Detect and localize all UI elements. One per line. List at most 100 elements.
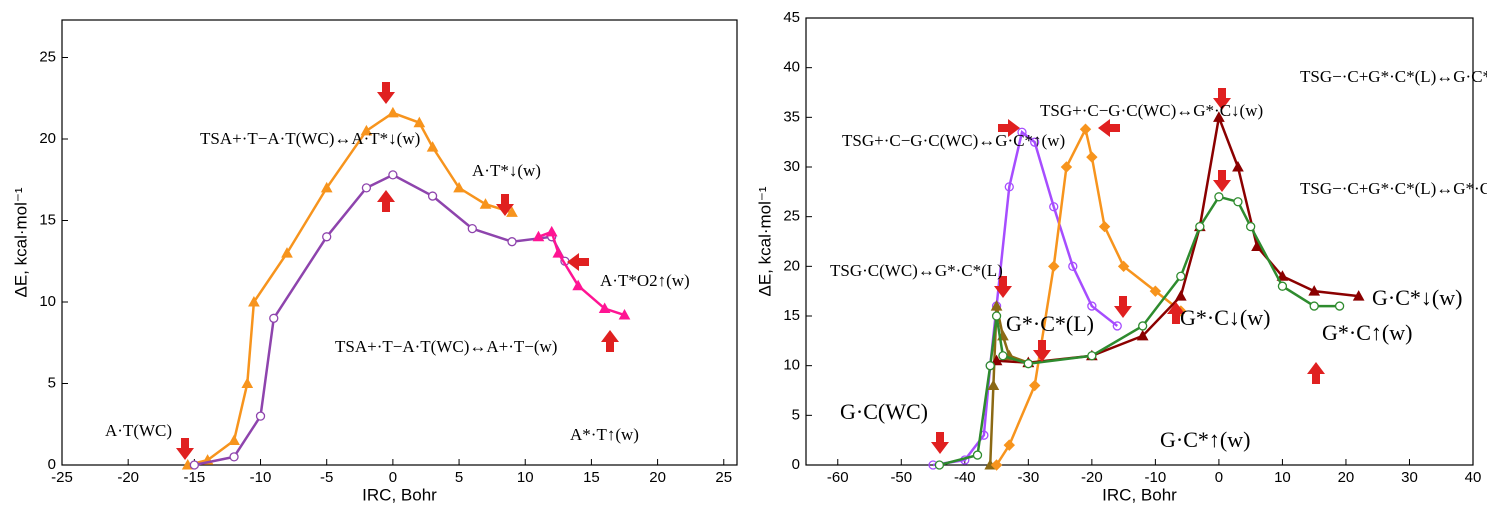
annotation: TSG·C(WC)↔G*·C*(L) bbox=[830, 261, 1003, 280]
x-tick-label: -20 bbox=[1081, 469, 1103, 486]
y-tick-label: 30 bbox=[783, 158, 800, 175]
x-tick-label: 0 bbox=[1215, 469, 1223, 486]
data-point bbox=[388, 108, 398, 117]
x-tick-label: 5 bbox=[455, 469, 463, 486]
x-tick-label: 10 bbox=[1274, 469, 1291, 486]
data-point bbox=[468, 225, 476, 233]
x-tick-label: 40 bbox=[1465, 469, 1482, 486]
annotation: A·T*O2↑(w) bbox=[600, 271, 690, 290]
data-point bbox=[429, 192, 437, 200]
data-point bbox=[230, 453, 238, 461]
annotation: TSG−·C+G*·C*(L)↔G·C*↓(w) bbox=[1300, 67, 1487, 86]
x-tick-label: 0 bbox=[389, 469, 397, 486]
annotation: TSG−·C+G*·C*(L)↔G*·C↑(w) bbox=[1300, 179, 1487, 198]
data-point bbox=[1061, 162, 1071, 172]
y-tick-label: 20 bbox=[39, 130, 56, 147]
data-point bbox=[1024, 360, 1032, 368]
data-point bbox=[1176, 291, 1186, 300]
x-tick-label: -60 bbox=[827, 469, 849, 486]
x-tick-label: 10 bbox=[517, 469, 534, 486]
data-point bbox=[257, 412, 265, 420]
data-point bbox=[1087, 152, 1097, 162]
data-point bbox=[270, 314, 278, 322]
annotation: G·C*↓(w) bbox=[1372, 285, 1462, 310]
data-point bbox=[1215, 193, 1223, 201]
data-point bbox=[1030, 381, 1040, 391]
y-tick-label: 20 bbox=[783, 257, 800, 274]
annotation: TSG+·C−G·C(WC)↔G*·C↓(w) bbox=[1040, 101, 1263, 120]
y-tick-label: 25 bbox=[39, 48, 56, 65]
x-tick-label: 30 bbox=[1401, 469, 1418, 486]
x-tick-label: 15 bbox=[583, 469, 600, 486]
annotation: TSG+·C−G·C(WC)↔G·C*↑(w) bbox=[842, 131, 1065, 150]
data-point bbox=[1234, 198, 1242, 206]
data-point bbox=[547, 227, 557, 236]
data-point bbox=[1233, 162, 1243, 171]
data-point bbox=[986, 362, 994, 370]
x-tick-label: -10 bbox=[250, 469, 272, 486]
annotation: G*·C*(L) bbox=[1006, 311, 1094, 336]
plot-frame bbox=[62, 20, 737, 465]
data-point bbox=[229, 436, 239, 445]
x-tick-label: -20 bbox=[117, 469, 139, 486]
data-point bbox=[1081, 124, 1091, 134]
annotation: A·T(WC) bbox=[105, 421, 172, 440]
x-tick-label: 20 bbox=[649, 469, 666, 486]
data-point bbox=[428, 142, 438, 151]
data-point bbox=[1247, 223, 1255, 231]
x-axis-label: IRC, Bohr bbox=[362, 485, 437, 504]
data-point bbox=[1196, 223, 1204, 231]
data-point bbox=[481, 199, 491, 208]
y-tick-label: 15 bbox=[39, 211, 56, 228]
y-tick-label: 10 bbox=[783, 357, 800, 374]
data-point bbox=[389, 171, 397, 179]
data-point bbox=[553, 248, 563, 257]
series-line bbox=[194, 175, 565, 465]
annotation: TSA+·T−A·T(WC)↔A·T*↓(w) bbox=[200, 129, 420, 148]
x-tick-label: -5 bbox=[320, 469, 333, 486]
data-point bbox=[1177, 272, 1185, 280]
annotation: TSA+·T−A·T(WC)↔A+·T−(w) bbox=[335, 337, 557, 356]
y-axis-label: ΔE, kcal·mol⁻¹ bbox=[11, 187, 30, 297]
data-point bbox=[362, 184, 370, 192]
data-point bbox=[508, 238, 516, 246]
figure: -60-50-40-30-20-100102030400510152025303… bbox=[0, 0, 1487, 520]
y-tick-label: 5 bbox=[48, 374, 56, 391]
y-tick-label: 45 bbox=[783, 9, 800, 26]
x-tick-label: -15 bbox=[184, 469, 206, 486]
y-tick-label: 25 bbox=[783, 208, 800, 225]
y-tick-label: 15 bbox=[783, 307, 800, 324]
data-point bbox=[1100, 222, 1110, 232]
x-tick-label: -10 bbox=[1145, 469, 1167, 486]
annotation: G·C(WC) bbox=[840, 399, 928, 424]
y-tick-label: 40 bbox=[783, 59, 800, 76]
data-point bbox=[1336, 302, 1344, 310]
series-line bbox=[939, 197, 1339, 465]
data-point bbox=[190, 461, 198, 469]
x-tick-label: -40 bbox=[954, 469, 976, 486]
x-tick-label: -50 bbox=[890, 469, 912, 486]
data-point bbox=[1049, 261, 1059, 271]
series-line bbox=[188, 113, 512, 465]
annotation: A·T*↓(w) bbox=[472, 161, 541, 180]
data-point bbox=[1088, 352, 1096, 360]
y-tick-label: 0 bbox=[792, 456, 800, 473]
x-axis-label: IRC, Bohr bbox=[1102, 485, 1177, 504]
y-tick-label: 5 bbox=[792, 406, 800, 423]
data-point bbox=[974, 451, 982, 459]
annotation: A*·T↑(w) bbox=[570, 425, 639, 444]
x-tick-label: -30 bbox=[1017, 469, 1039, 486]
data-point bbox=[1139, 322, 1147, 330]
y-axis-label: ΔE, kcal·mol⁻¹ bbox=[755, 186, 774, 296]
data-point bbox=[1310, 302, 1318, 310]
series-line bbox=[933, 132, 1117, 465]
data-point bbox=[242, 378, 252, 387]
x-tick-label: 20 bbox=[1338, 469, 1355, 486]
data-point bbox=[323, 233, 331, 241]
annotation: G*·C↓(w) bbox=[1180, 305, 1270, 330]
data-point bbox=[993, 312, 1001, 320]
y-tick-label: 0 bbox=[48, 456, 56, 473]
x-tick-label: 25 bbox=[715, 469, 732, 486]
data-point bbox=[935, 461, 943, 469]
data-point bbox=[999, 352, 1007, 360]
